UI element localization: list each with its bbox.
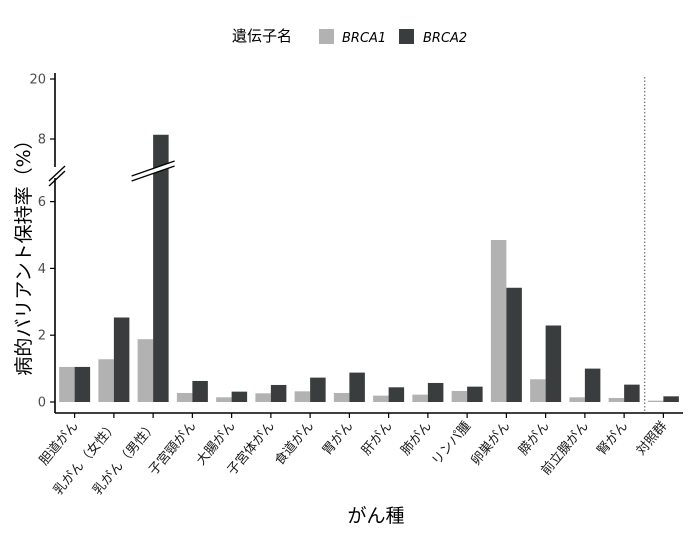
bar-brca2-10: [467, 386, 483, 402]
axis-break-mark-2: [48, 170, 66, 187]
legend-label-brca2: BRCA2: [423, 31, 467, 46]
bar-brca2-13: [584, 368, 601, 402]
bar-brca2-9: [427, 382, 444, 402]
x-axis-title: がん種: [347, 505, 404, 527]
bar-brca1-9: [412, 394, 428, 402]
x-tick-label-14: 腎がん: [595, 419, 632, 459]
bar-brca2-4: [231, 391, 248, 402]
bar-brca1-12: [530, 379, 546, 402]
bar-brca2-5: [270, 384, 287, 402]
y-tick-label-8: 8: [38, 133, 46, 148]
bar-brca2-8: [388, 387, 405, 402]
bar-brca2-11: [506, 287, 522, 402]
x-tick-label-11: 卵巣がん: [469, 419, 514, 468]
y-ticks-layer: 0 2 4 6 8 20: [29, 73, 55, 411]
bar-brca1-10: [451, 390, 468, 402]
axes-layer: [48, 73, 683, 414]
y-tick-label-2: 2: [38, 329, 46, 344]
bar-brca1-4: [216, 397, 232, 402]
bars-layer: [59, 134, 679, 402]
bar-brca1-11: [490, 240, 507, 402]
bar-brca2-14: [624, 384, 640, 402]
y-axis-title: 病的バリアント保持率（%）: [13, 130, 35, 375]
y-tick-label-4: 4: [38, 262, 46, 277]
x-tick-label-10: リンパ腫: [428, 418, 474, 468]
bar-brca1-1: [98, 359, 114, 402]
bar-brca1-3: [176, 392, 193, 402]
x-tick-label-9: 肺がん: [398, 419, 435, 459]
bar-brca1-15: [647, 400, 664, 402]
bar-brca1-14: [608, 397, 625, 402]
bar-brca2-0: [74, 366, 91, 402]
bar-brca1-6: [294, 391, 311, 402]
bar-brca2-3: [192, 380, 208, 402]
legend-label-brca1: BRCA1: [342, 31, 386, 46]
bar-brca1-7: [333, 392, 350, 402]
bar-break-line-2: [131, 165, 175, 182]
legend-swatch-brca1: [319, 29, 334, 44]
x-tick-label-7: 胃がん: [320, 419, 357, 459]
x-tick-label-8: 肝がん: [359, 419, 396, 459]
x-tick-label-6: 食道がん: [271, 418, 317, 468]
bar-brca2-12: [545, 325, 562, 402]
bar-brca1-5: [255, 393, 271, 402]
legend-swatch-brca2: [399, 29, 414, 44]
x-tick-label-12: 膵がん: [516, 419, 553, 459]
y-tick-label-0: 0: [38, 396, 46, 411]
y-tick-label-6: 6: [38, 195, 46, 210]
bar-brca2-7: [349, 372, 365, 402]
bar-brca1-8: [373, 395, 389, 402]
bar-brca2-1: [113, 317, 130, 402]
bar-brca1-13: [569, 397, 585, 402]
x-tick-label-15: 対照群: [634, 419, 671, 459]
bar-brca1-0: [59, 366, 75, 402]
bar-brca2-2: [153, 134, 169, 402]
legend: 遺伝子名 BRCA1 BRCA2: [232, 27, 467, 46]
legend-title: 遺伝子名: [232, 27, 292, 45]
bar-break-line-1: [131, 160, 175, 177]
bar-brca1-2: [137, 339, 154, 402]
bar-brca2-6: [310, 377, 326, 402]
x-ticks-layer: 胆道がん乳がん（女性）乳がん（男性）子宮頸がん大腸がん子宮体がん食道がん 胃がん肝…: [37, 413, 671, 498]
axis-break-mark-1: [48, 165, 66, 182]
bar-break-mask: [131, 161, 175, 181]
y-tick-label-20: 20: [29, 73, 46, 88]
bar-brca2-15: [663, 396, 679, 402]
